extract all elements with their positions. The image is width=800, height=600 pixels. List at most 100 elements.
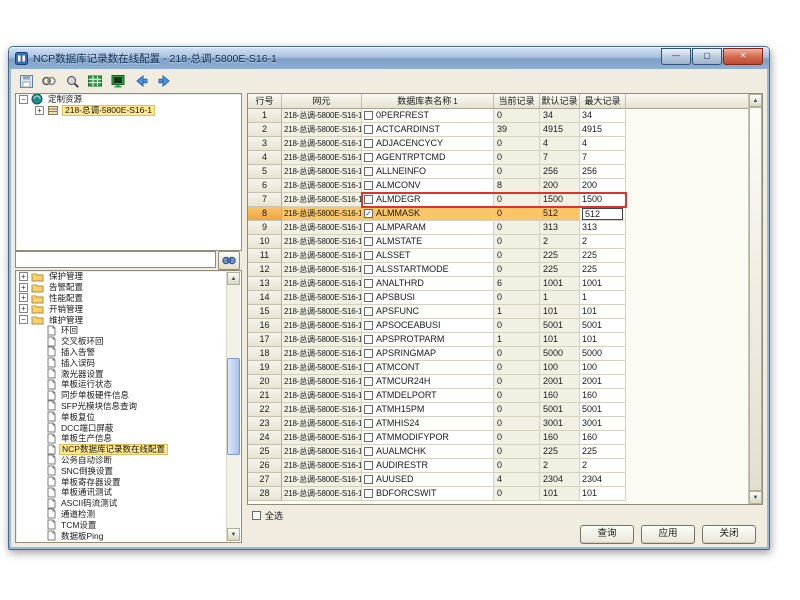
cell-max[interactable]: 7	[580, 151, 626, 165]
cell-max[interactable]: 5000	[580, 347, 626, 361]
apply-button[interactable]: 应用	[641, 525, 695, 544]
cell-ne[interactable]: 218-总调-5800E-S16-1	[282, 235, 362, 249]
table-row[interactable]: 3 218-总调-5800E-S16-1 ADJACENCYCY 0 4 4	[248, 137, 749, 151]
cell-current[interactable]: 0	[494, 487, 540, 501]
row-checkbox[interactable]	[364, 307, 373, 316]
row-checkbox[interactable]	[364, 349, 373, 358]
expand-icon[interactable]: +	[19, 271, 28, 281]
nav-item-5[interactable]: 环回	[16, 325, 241, 336]
find-button[interactable]	[218, 251, 240, 270]
cell-current[interactable]: 8	[494, 179, 540, 193]
cell-max[interactable]: 1001	[580, 277, 626, 291]
expand-icon[interactable]: +	[19, 293, 28, 303]
column-header-1[interactable]: 网元	[282, 94, 362, 109]
cell-table-name[interactable]: ANALTHRD	[362, 277, 494, 291]
cell-table-name[interactable]: AGENTRPTCMD	[362, 151, 494, 165]
cell-current[interactable]: 0	[494, 403, 540, 417]
cell-current[interactable]: 1	[494, 333, 540, 347]
row-checkbox[interactable]	[364, 475, 373, 484]
cell-max[interactable]: 1500	[580, 193, 626, 207]
cell-table-name[interactable]: ALMCONV	[362, 179, 494, 193]
column-header-0[interactable]: 行号	[248, 94, 282, 109]
row-number[interactable]: 16	[248, 319, 282, 333]
cell-table-name[interactable]: ADJACENCYCY	[362, 137, 494, 151]
row-number[interactable]: 9	[248, 221, 282, 235]
cell-ne[interactable]: 218-总调-5800E-S16-1	[282, 333, 362, 347]
cell-max[interactable]: 2	[580, 459, 626, 473]
cell-table-name[interactable]: AUUSED	[362, 473, 494, 487]
cell-default[interactable]: 7	[540, 151, 580, 165]
cell-current[interactable]: 0	[494, 165, 540, 179]
nav-item-7[interactable]: 插入告警	[16, 346, 241, 358]
table-row[interactable]: 2 218-总调-5800E-S16-1 ACTCARDINST 39 4915 4915	[248, 123, 749, 137]
cell-table-name[interactable]: AUDIRESTR	[362, 459, 494, 473]
cell-max[interactable]: 225	[580, 445, 626, 459]
cell-default[interactable]: 160	[540, 389, 580, 403]
table-scrollbar[interactable]: ▲ ▼	[748, 94, 762, 504]
row-number[interactable]: 22	[248, 403, 282, 417]
column-header-5[interactable]: 最大记录	[580, 94, 626, 109]
cell-current[interactable]: 0	[494, 249, 540, 263]
cell-max[interactable]: 4	[580, 137, 626, 151]
panel-splitter[interactable]	[241, 93, 246, 544]
nav-item-22[interactable]: 通道检测	[16, 508, 241, 520]
row-checkbox[interactable]	[364, 139, 373, 148]
scrollbar-thumb[interactable]	[227, 357, 240, 456]
row-checkbox[interactable]	[364, 321, 373, 330]
cell-ne[interactable]: 218-总调-5800E-S16-1	[282, 137, 362, 151]
table-row[interactable]: 25 218-总调-5800E-S16-1 AUALMCHK 0 225 225	[248, 445, 749, 459]
table-row[interactable]: 13 218-总调-5800E-S16-1 ANALTHRD 6 1001 1001	[248, 277, 749, 291]
nav-item-11[interactable]: 同步单板硬件信息	[16, 390, 241, 401]
cell-table-name[interactable]: APSRINGMAP	[362, 347, 494, 361]
nav-item-ascii[interactable]: ASCII码流测试	[16, 498, 241, 509]
cell-ne[interactable]: 218-总调-5800E-S16-1	[282, 431, 362, 445]
cell-current[interactable]: 0	[494, 235, 540, 249]
nav-item-6[interactable]: 交叉板环回	[16, 336, 241, 347]
table-row[interactable]: 17 218-总调-5800E-S16-1 APSPROTPARM 1 101 101	[248, 333, 749, 347]
row-checkbox[interactable]	[364, 405, 373, 414]
cell-max[interactable]: 5001	[580, 319, 626, 333]
cell-ne[interactable]: 218-总调-5800E-S16-1	[282, 347, 362, 361]
table-row[interactable]: 18 218-总调-5800E-S16-1 APSRINGMAP 0 5000 5000	[248, 347, 749, 361]
table-row[interactable]: 11 218-总调-5800E-S16-1 ALSSET 0 225 225	[248, 249, 749, 263]
cell-ne[interactable]: 218-总调-5800E-S16-1	[282, 319, 362, 333]
table-row[interactable]: 6 218-总调-5800E-S16-1 ALMCONV 8 200 200	[248, 179, 749, 193]
row-checkbox[interactable]	[364, 489, 373, 498]
row-checkbox[interactable]	[364, 419, 373, 428]
cell-default[interactable]: 225	[540, 445, 580, 459]
cell-current[interactable]: 0	[494, 207, 540, 221]
expand-icon[interactable]: +	[35, 105, 44, 115]
resource-tree[interactable]: − 定制资源 + 218-总调-5800E-S16-1	[15, 93, 242, 251]
save-icon[interactable]	[16, 71, 36, 91]
cell-editor[interactable]: 512	[582, 208, 623, 220]
cell-ne[interactable]: 218-总调-5800E-S16-1	[282, 151, 362, 165]
cell-ne[interactable]: 218-总调-5800E-S16-1	[282, 389, 362, 403]
cell-table-name[interactable]: ACTCARDINST	[362, 123, 494, 137]
row-number[interactable]: 13	[248, 277, 282, 291]
nav-item-tcm[interactable]: TCM设置	[16, 519, 241, 530]
row-checkbox[interactable]	[364, 335, 373, 344]
nav-item-9[interactable]: 激光器设置	[16, 368, 241, 379]
cell-table-name[interactable]: ATMH15PM	[362, 403, 494, 417]
row-number[interactable]: 4	[248, 151, 282, 165]
cell-table-name[interactable]: ATMCONT	[362, 361, 494, 375]
table-row[interactable]: 1 218-总调-5800E-S16-1 0PERFREST 0 34 34	[248, 109, 749, 123]
row-checkbox[interactable]	[364, 391, 373, 400]
cell-max[interactable]: 34	[580, 109, 626, 123]
cell-default[interactable]: 2001	[540, 375, 580, 389]
table-row[interactable]: 28 218-总调-5800E-S16-1 BDFORCSWIT 0 101 101	[248, 487, 749, 501]
cell-default[interactable]: 1500	[540, 193, 580, 207]
nav-item-1[interactable]: + 告警配置	[16, 282, 241, 293]
cell-table-name[interactable]: ALSSET	[362, 249, 494, 263]
cell-max[interactable]: 160	[580, 389, 626, 403]
nav-tree-scrollbar[interactable]: ▲ ▼	[226, 272, 240, 541]
row-number[interactable]: 14	[248, 291, 282, 305]
expand-icon[interactable]: +	[19, 304, 28, 314]
row-checkbox[interactable]	[364, 251, 373, 260]
row-number[interactable]: 24	[248, 431, 282, 445]
cell-current[interactable]: 4	[494, 473, 540, 487]
cell-ne[interactable]: 218-总调-5800E-S16-1	[282, 109, 362, 123]
row-number[interactable]: 5	[248, 165, 282, 179]
cell-table-name[interactable]: APSFUNC	[362, 305, 494, 319]
tree-node-ne[interactable]: + 218-总调-5800E-S16-1	[16, 104, 241, 116]
